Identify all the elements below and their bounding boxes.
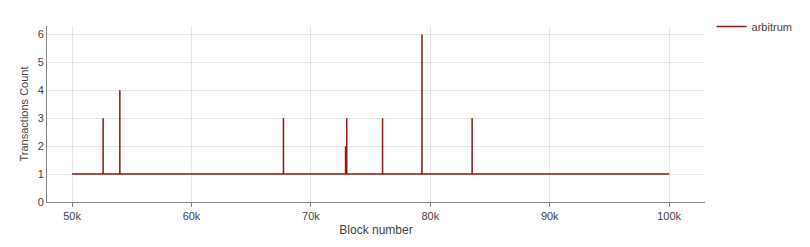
svg-text:1: 1 xyxy=(38,168,44,180)
svg-text:arbitrum: arbitrum xyxy=(752,21,792,33)
svg-text:5: 5 xyxy=(38,56,44,68)
svg-text:60k: 60k xyxy=(183,210,201,222)
svg-text:3: 3 xyxy=(38,112,44,124)
svg-text:90k: 90k xyxy=(541,210,559,222)
svg-text:6: 6 xyxy=(38,28,44,40)
svg-text:80k: 80k xyxy=(421,210,439,222)
svg-text:70k: 70k xyxy=(302,210,320,222)
svg-text:Block number: Block number xyxy=(339,223,412,237)
svg-text:4: 4 xyxy=(38,84,44,96)
svg-text:50k: 50k xyxy=(63,210,81,222)
svg-text:100k: 100k xyxy=(657,210,681,222)
svg-text:0: 0 xyxy=(38,196,44,208)
svg-text:2: 2 xyxy=(38,140,44,152)
svg-text:Transactions Count: Transactions Count xyxy=(18,67,30,162)
